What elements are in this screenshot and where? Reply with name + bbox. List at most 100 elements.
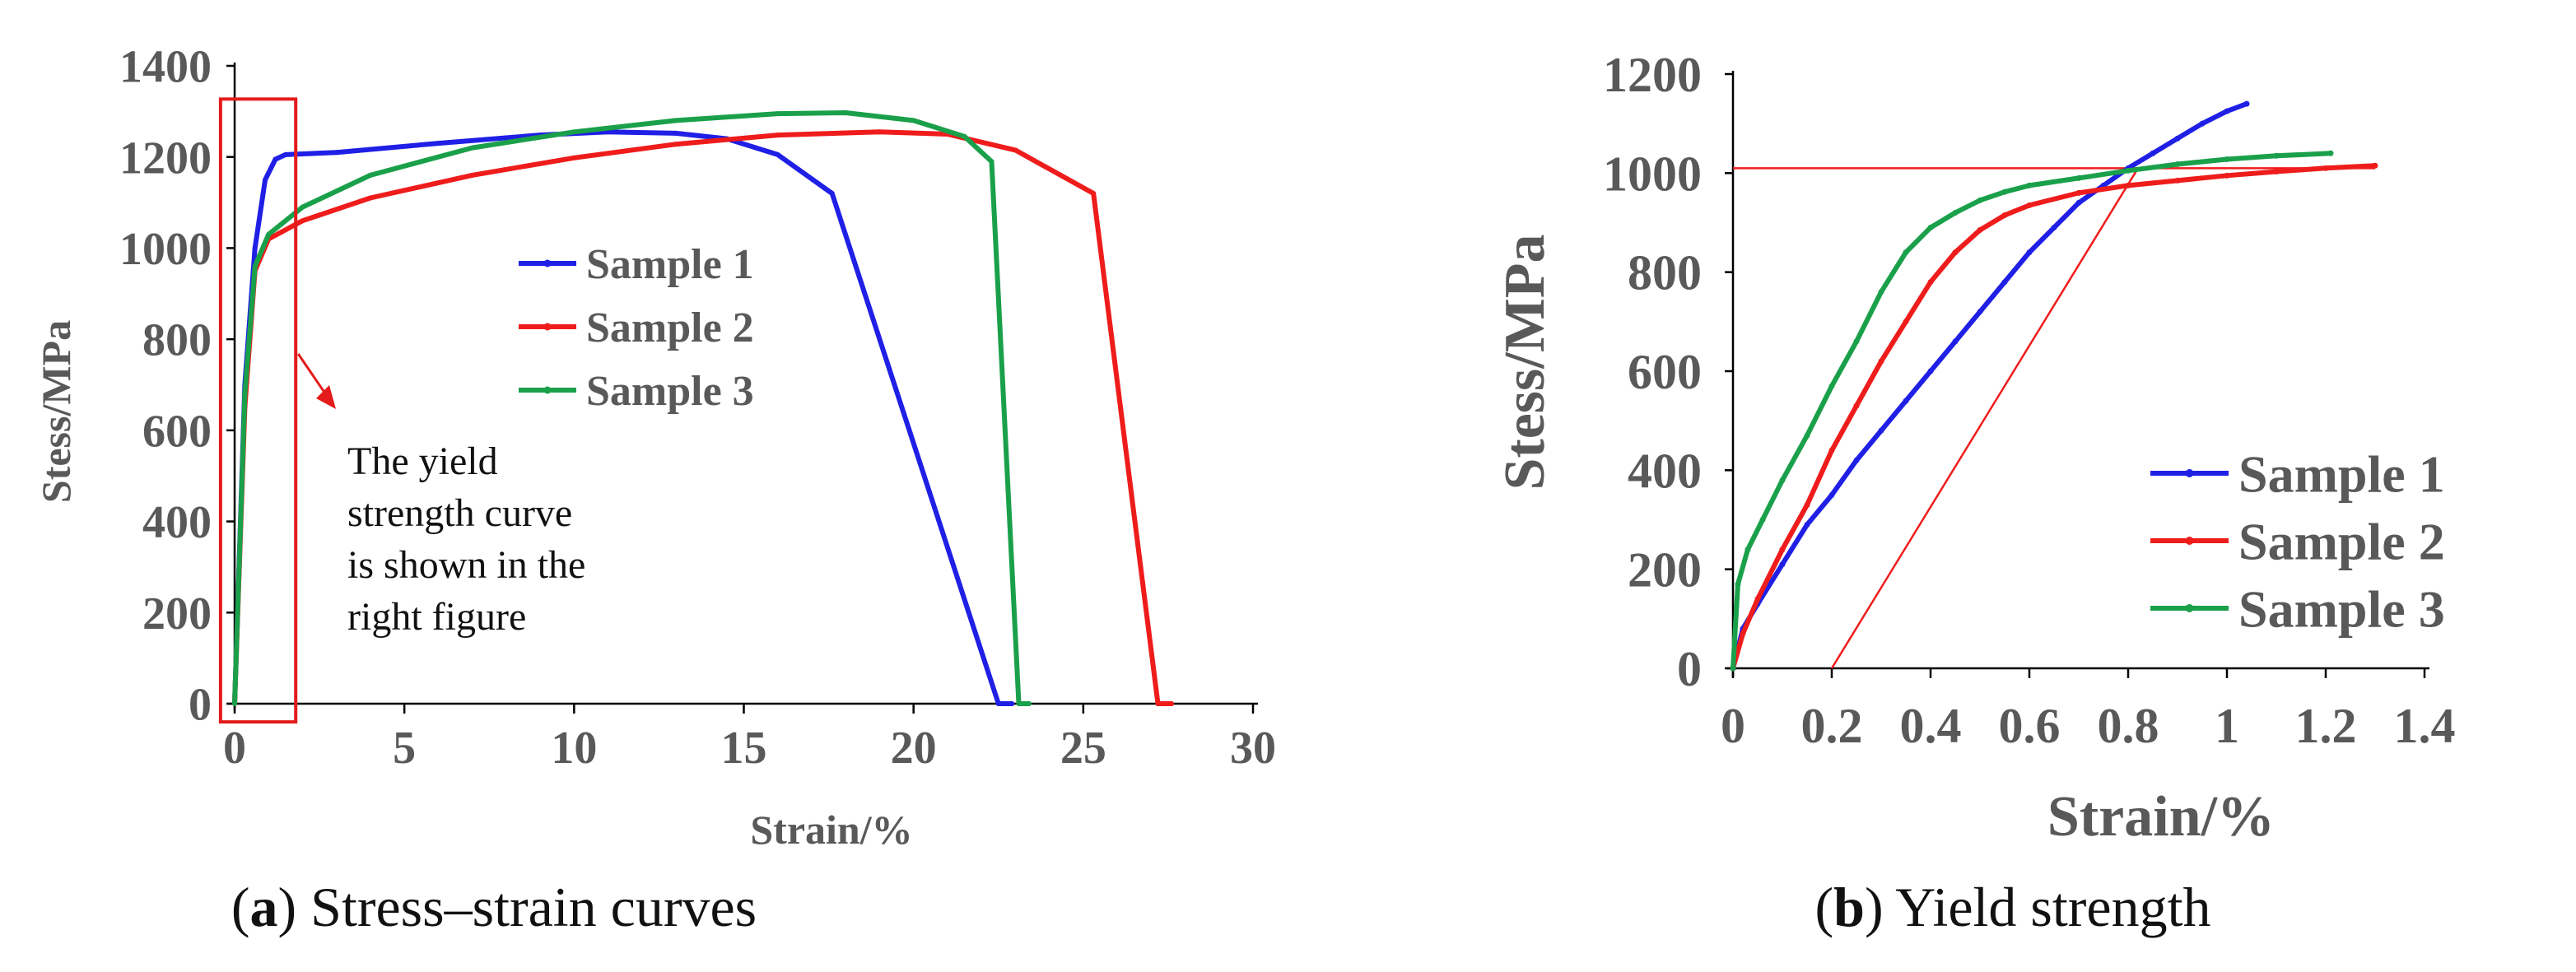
legend-marker-sample-2 — [543, 323, 552, 331]
data-point-sample-3 — [1927, 225, 1934, 231]
data-point-sample-1 — [2001, 279, 2008, 286]
series-line-sample-1 — [232, 129, 1015, 706]
x-axis-title: Strain/% — [2047, 785, 2275, 849]
x-tick-label: 1 — [2215, 699, 2239, 753]
data-point-sample-3 — [843, 110, 849, 116]
y-tick-label: 1200 — [1603, 48, 1702, 102]
caption-a: (a) Stress–strain curves — [231, 876, 757, 938]
data-point-sample-2 — [1828, 447, 1835, 453]
data-point-sample-3 — [469, 145, 475, 151]
x-tick-label: 20 — [891, 723, 937, 774]
data-point-sample-3 — [962, 133, 967, 139]
annotation-text-line: strength curve — [347, 491, 572, 535]
data-point-sample-2 — [1779, 546, 1786, 553]
data-point-sample-2 — [1952, 249, 1959, 256]
y-tick-label: 0 — [189, 680, 212, 731]
data-point-sample-3 — [1977, 197, 1983, 203]
x-tick-label: 1.4 — [2394, 699, 2456, 753]
y-tick-label: 600 — [1628, 345, 1702, 399]
yield-region-box — [218, 97, 298, 724]
data-point-sample-3 — [2224, 156, 2230, 162]
data-point-sample-1 — [775, 151, 780, 157]
y-tick-label: 1400 — [119, 42, 212, 93]
data-point-sample-2 — [2026, 202, 2033, 208]
legend-marker-sample-1 — [2185, 469, 2194, 477]
y-tick-label: 200 — [142, 588, 212, 639]
legend-marker-sample-3 — [2185, 604, 2194, 612]
data-point-sample-3 — [1903, 249, 1909, 256]
data-point-sample-1 — [1977, 309, 1983, 315]
y-tick-label: 0 — [1677, 642, 1702, 696]
data-point-sample-3 — [2001, 188, 2008, 195]
y-tick-label: 200 — [1628, 543, 1702, 598]
data-point-sample-3 — [1779, 477, 1786, 483]
data-point-sample-1 — [2243, 100, 2250, 107]
x-tick-label: 0.4 — [1900, 699, 1962, 753]
data-point-sample-1 — [995, 701, 1001, 706]
annotation-text-line: right figure — [347, 595, 526, 639]
data-point-sample-1 — [252, 245, 258, 251]
data-point-sample-3 — [2174, 161, 2181, 168]
data-point-sample-2 — [469, 172, 475, 178]
data-point-sample-2 — [1091, 191, 1097, 196]
legend-label-sample-2: Sample 2 — [586, 305, 754, 351]
data-point-sample-3 — [1026, 701, 1032, 706]
legend-label-sample-1: Sample 1 — [2238, 444, 2445, 503]
data-point-sample-2 — [1013, 147, 1018, 153]
legend-marker-sample-1 — [543, 259, 552, 267]
data-point-sample-1 — [1903, 398, 1909, 404]
data-point-sample-3 — [673, 118, 679, 123]
data-point-sample-3 — [252, 263, 258, 269]
data-point-sample-2 — [2273, 169, 2280, 175]
y-tick-label: 1200 — [119, 133, 212, 184]
data-point-sample-1 — [1853, 457, 1860, 463]
data-point-sample-2 — [300, 218, 305, 224]
data-point-sample-1 — [1878, 427, 1884, 434]
data-point-sample-2 — [2224, 172, 2230, 179]
x-tick-label: 0 — [223, 723, 246, 774]
data-point-sample-2 — [2372, 162, 2378, 169]
data-point-sample-3 — [2125, 167, 2131, 174]
legend-marker-sample-3 — [543, 386, 552, 394]
data-point-sample-1 — [436, 141, 441, 146]
data-point-sample-2 — [775, 133, 780, 138]
data-point-sample-2 — [1754, 596, 1761, 602]
y-tick-label: 1000 — [119, 224, 212, 275]
data-point-sample-1 — [2051, 225, 2057, 231]
data-point-sample-1 — [2026, 249, 2033, 256]
legend-marker-sample-2 — [2185, 537, 2194, 545]
legend-label-sample-3: Sample 3 — [586, 368, 754, 415]
data-point-sample-1 — [263, 177, 268, 183]
data-point-sample-2 — [673, 142, 679, 147]
data-point-sample-2 — [1853, 402, 1860, 409]
data-point-sample-3 — [232, 701, 237, 706]
data-point-sample-2 — [367, 195, 373, 201]
data-point-sample-3 — [911, 118, 916, 123]
data-point-sample-2 — [2075, 189, 2082, 196]
data-point-sample-1 — [1779, 561, 1786, 568]
x-tick-label: 5 — [393, 723, 416, 774]
data-point-sample-1 — [673, 130, 679, 136]
x-tick-label: 0 — [1721, 699, 1745, 753]
data-point-sample-1 — [829, 191, 835, 196]
data-point-sample-1 — [2224, 108, 2230, 114]
data-point-sample-3 — [2026, 182, 2033, 188]
data-point-sample-3 — [1878, 289, 1884, 295]
legend-label-sample-3: Sample 3 — [2238, 579, 2445, 638]
data-point-sample-2 — [877, 129, 883, 135]
data-point-sample-2 — [1804, 501, 1810, 508]
x-tick-label: 30 — [1230, 723, 1276, 774]
data-point-sample-1 — [1804, 522, 1810, 528]
data-point-sample-2 — [1155, 701, 1161, 706]
chart-b-yield-strength: 0 200 400 600 800 1000 1200 0 0.2 0.4 0.6 0.8 1 1.2 1.… — [1493, 48, 2456, 849]
y-tick-label: 600 — [142, 406, 212, 457]
data-point-sample-1 — [333, 150, 339, 156]
data-point-sample-1 — [273, 156, 278, 162]
data-point-sample-2 — [1878, 358, 1884, 365]
data-point-sample-2 — [2322, 165, 2329, 171]
y-tick-label: 800 — [1628, 246, 1702, 300]
y-axis-title: Stess/MPa — [33, 320, 79, 503]
data-point-sample-2 — [2001, 212, 2008, 218]
data-point-sample-2 — [2174, 177, 2181, 184]
data-point-sample-3 — [1952, 209, 1959, 216]
